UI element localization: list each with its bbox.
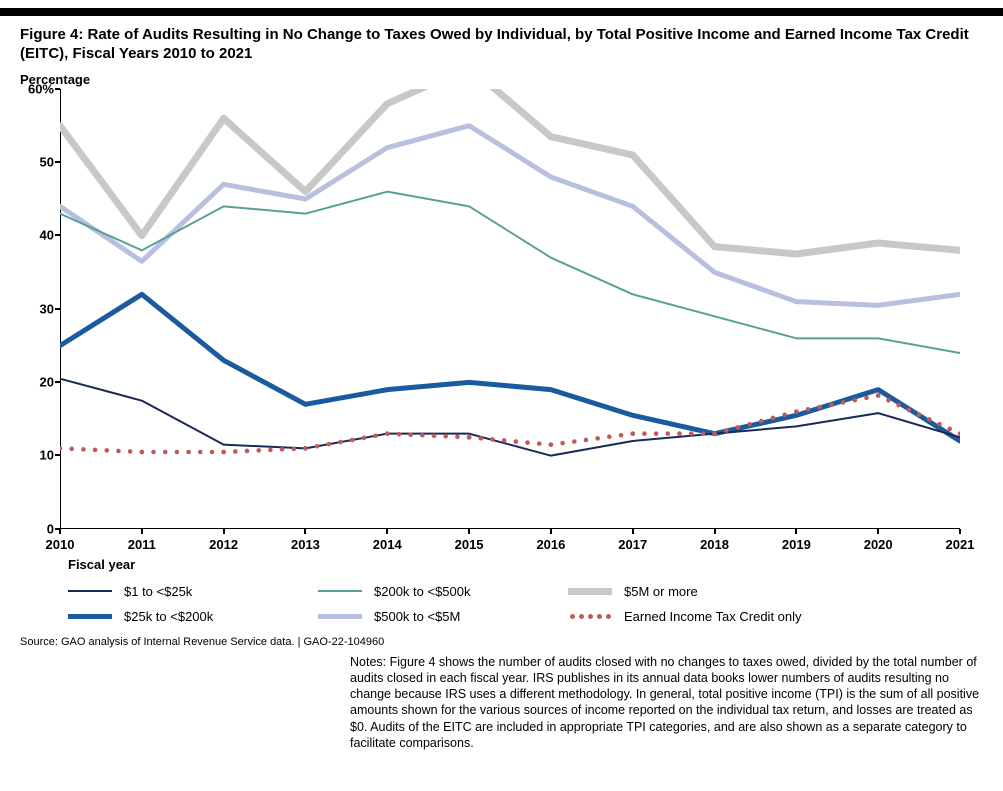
x-tick-label: 2018 <box>700 537 729 552</box>
x-tick-mark <box>59 529 61 534</box>
y-tick-label: 30 <box>40 301 54 316</box>
y-axis-label: Percentage <box>20 72 983 87</box>
x-tick-mark <box>714 529 716 534</box>
y-tick-label: 40 <box>40 228 54 243</box>
source-line: Source: GAO analysis of Internal Revenue… <box>20 636 983 648</box>
x-tick-mark <box>304 529 306 534</box>
legend-swatch <box>318 614 362 619</box>
plot-wrap: 0102030405060% 2010201120122013201420152… <box>20 89 983 529</box>
legend-swatch <box>68 590 112 592</box>
chart-svg <box>60 89 960 529</box>
x-tick-label: 2017 <box>618 537 647 552</box>
y-tick-label: 50 <box>40 154 54 169</box>
x-tick-mark <box>223 529 225 534</box>
x-tick-label: 2010 <box>46 537 75 552</box>
legend-label: $200k to <$500k <box>374 584 471 599</box>
plot-area: 2010201120122013201420152016201720182019… <box>60 89 983 529</box>
legend-item: $25k to <$200k <box>68 609 308 624</box>
legend-item: $5M or more <box>568 584 868 599</box>
x-tick-label: 2013 <box>291 537 320 552</box>
page: Figure 4: Rate of Audits Resulting in No… <box>0 8 1003 751</box>
x-tick-mark <box>141 529 143 534</box>
x-tick-label: 2014 <box>373 537 402 552</box>
x-tick-mark <box>959 529 961 534</box>
x-tick-label: 2019 <box>782 537 811 552</box>
legend: $1 to <$25k $200k to <$500k $5M or more $25… <box>68 584 983 624</box>
x-tick-label: 2016 <box>536 537 565 552</box>
legend-swatch <box>568 588 612 595</box>
x-tick-mark <box>632 529 634 534</box>
x-tick-mark <box>468 529 470 534</box>
figure-title: Figure 4: Rate of Audits Resulting in No… <box>20 26 983 64</box>
legend-swatch <box>318 590 362 592</box>
x-tick-label: 2021 <box>946 537 975 552</box>
header-bar <box>0 8 1003 16</box>
y-axis: 0102030405060% <box>20 89 60 529</box>
legend-item: $1 to <$25k <box>68 584 308 599</box>
legend-swatch <box>68 614 112 619</box>
legend-label: $5M or more <box>624 584 698 599</box>
x-tick-label: 2015 <box>455 537 484 552</box>
notes-text: Notes: Figure 4 shows the number of audi… <box>350 654 983 752</box>
x-tick-mark <box>877 529 879 534</box>
legend-label: $500k to <$5M <box>374 609 460 624</box>
legend-swatch <box>568 614 612 619</box>
y-tick-label: 60% <box>28 81 54 96</box>
x-tick-label: 2020 <box>864 537 893 552</box>
legend-label: Earned Income Tax Credit only <box>624 609 802 624</box>
legend-item: Earned Income Tax Credit only <box>568 609 868 624</box>
legend-item: $200k to <$500k <box>318 584 558 599</box>
legend-label: $1 to <$25k <box>124 584 192 599</box>
legend-item: $500k to <$5M <box>318 609 558 624</box>
y-tick-label: 0 <box>47 521 54 536</box>
x-tick-mark <box>795 529 797 534</box>
legend-label: $25k to <$200k <box>124 609 213 624</box>
content: Figure 4: Rate of Audits Resulting in No… <box>0 26 1003 751</box>
x-tick-label: 2011 <box>128 537 156 552</box>
x-tick-label: 2012 <box>209 537 238 552</box>
x-tick-mark <box>386 529 388 534</box>
chart-block: Percentage 0102030405060% 20102011201220… <box>20 72 983 752</box>
y-tick-label: 20 <box>40 374 54 389</box>
x-axis-label: Fiscal year <box>68 557 983 572</box>
x-tick-mark <box>550 529 552 534</box>
y-tick-label: 10 <box>40 448 54 463</box>
